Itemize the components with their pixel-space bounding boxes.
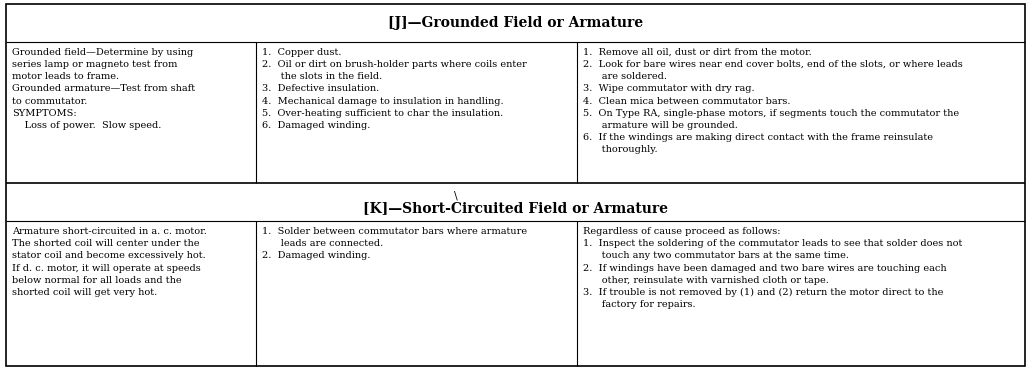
- Text: [K]—Short-Circuited Field or Armature: [K]—Short-Circuited Field or Armature: [363, 201, 668, 215]
- Text: 1.  Solder between commutator bars where armature
      leads are connected.
2. : 1. Solder between commutator bars where …: [262, 227, 527, 260]
- Text: [J]—Grounded Field or Armature: [J]—Grounded Field or Armature: [388, 16, 643, 30]
- Text: 1.  Copper dust.
2.  Oil or dirt on brush-holder parts where coils enter
      t: 1. Copper dust. 2. Oil or dirt on brush-…: [262, 48, 527, 130]
- Text: 1.  Remove all oil, dust or dirt from the motor.
2.  Look for bare wires near en: 1. Remove all oil, dust or dirt from the…: [583, 48, 962, 154]
- Text: Armature short-circuited in a. c. motor.
The shorted coil will center under the
: Armature short-circuited in a. c. motor.…: [12, 227, 207, 297]
- Text: Grounded field—Determine by using
series lamp or magneto test from
motor leads t: Grounded field—Determine by using series…: [12, 48, 195, 130]
- Text: Regardless of cause proceed as follows:
1.  Inspect the soldering of the commuta: Regardless of cause proceed as follows: …: [583, 227, 962, 309]
- Text: \: \: [454, 190, 458, 200]
